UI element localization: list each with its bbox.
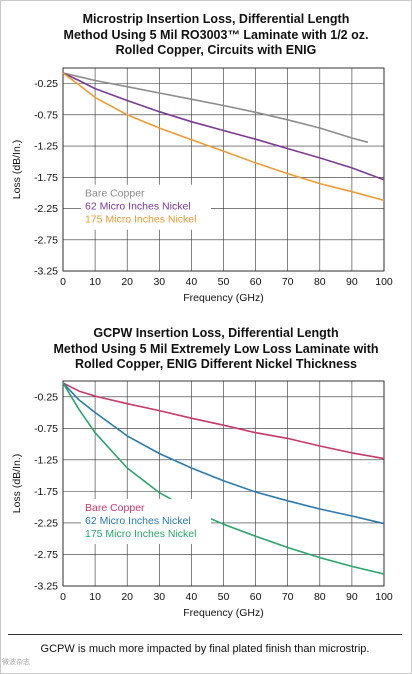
chart-2-title-line: Method Using 5 Mil Extremely Low Loss La… [53,341,379,356]
chart-2-title: GCPW Insertion Loss, Differential Length… [40,326,392,373]
y-tick-label: -1.75 [34,172,58,184]
plot-border [62,67,385,272]
plot-border [62,380,385,587]
y-tick-label: -2.25 [34,203,58,215]
x-tick-label: 40 [186,591,198,603]
y-tick-label: -2.75 [34,549,58,561]
figure-caption: GCPW is much more impacted by final plat… [40,643,370,655]
x-tick-label: 60 [250,591,262,603]
legend-entry: 175 Micro Inches Nickel [85,528,196,540]
x-tick-label: 0 [60,276,66,288]
x-tick-label: 30 [153,591,165,603]
x-tick-label: 40 [186,276,198,288]
series-line [62,382,385,525]
x-tick-label: 70 [282,591,294,603]
series-line [62,72,369,144]
series-line [62,72,385,202]
y-tick-label: -0.75 [34,423,58,435]
x-tick-label: 90 [346,591,358,603]
chart-1-title-line: Rolled Copper, Circuits with ENIG [115,43,317,57]
microstrip-loss-chart: -0.25 -0.75 -1.25 -1.75 -2.25 -2.75 -3.250 10 20… [11,67,393,304]
y-axis-label: Loss (dB/In.) [11,454,23,514]
legend-entry: Bare Copper [85,188,145,200]
x-tick-label: 30 [153,276,165,288]
x-tick-label: 100 [375,591,393,603]
y-tick-label: -0.25 [34,391,58,403]
legend-box [81,184,211,230]
watermark-text: 微波杂志 [2,659,30,666]
y-tick-label: -0.25 [34,78,58,90]
x-tick-label: 10 [89,276,101,288]
x-tick-label: 70 [282,276,294,288]
legend-entry: 62 Micro Inches Nickel [85,201,191,213]
x-tick-label: 20 [121,276,133,288]
y-tick-label: -2.75 [34,234,58,246]
x-tick-label: 90 [346,276,358,288]
y-tick-label: -0.75 [34,109,58,121]
chart-1-title-line: Method Using 5 Mil RO3003™ Laminate with… [63,27,369,42]
chart-1-title-line: Microstrip Insertion Loss, Differential … [82,12,350,26]
y-tick-label: -3.25 [34,266,58,278]
x-axis-label: Frequency (GHz) [183,607,264,619]
caption-divider [8,634,402,635]
chart-2-title-line: GCPW Insertion Loss, Differential Length [93,326,339,340]
x-tick-label: 60 [250,276,262,288]
y-tick-label: -2.25 [34,517,58,529]
y-tick-label: -1.25 [34,454,58,466]
x-axis-label: Frequency (GHz) [183,292,264,304]
y-tick-label: -1.25 [34,141,58,153]
legend-entry: 62 Micro Inches Nickel [85,515,191,527]
chart-1-title: Microstrip Insertion Loss, Differential … [40,12,392,59]
chart-2-title-line: Rolled Copper, ENIG Different Nickel Thi… [74,357,357,371]
series-line [62,72,385,181]
x-tick-label: 0 [60,591,66,603]
x-tick-label: 10 [89,591,101,603]
x-tick-label: 80 [314,276,326,288]
x-tick-label: 80 [314,591,326,603]
x-tick-label: 20 [121,591,133,603]
y-tick-label: -1.75 [34,486,58,498]
x-tick-label: 50 [218,591,230,603]
legend-entry: Bare Copper [85,502,145,514]
x-tick-label: 50 [218,276,230,288]
legend-entry: 175 Micro Inches Nickel [85,214,196,226]
y-tick-label: -3.25 [34,581,58,593]
series-line [62,382,385,460]
x-tick-label: 100 [375,276,393,288]
y-axis-label: Loss (dB/In.) [11,140,23,200]
legend-box [81,498,211,544]
